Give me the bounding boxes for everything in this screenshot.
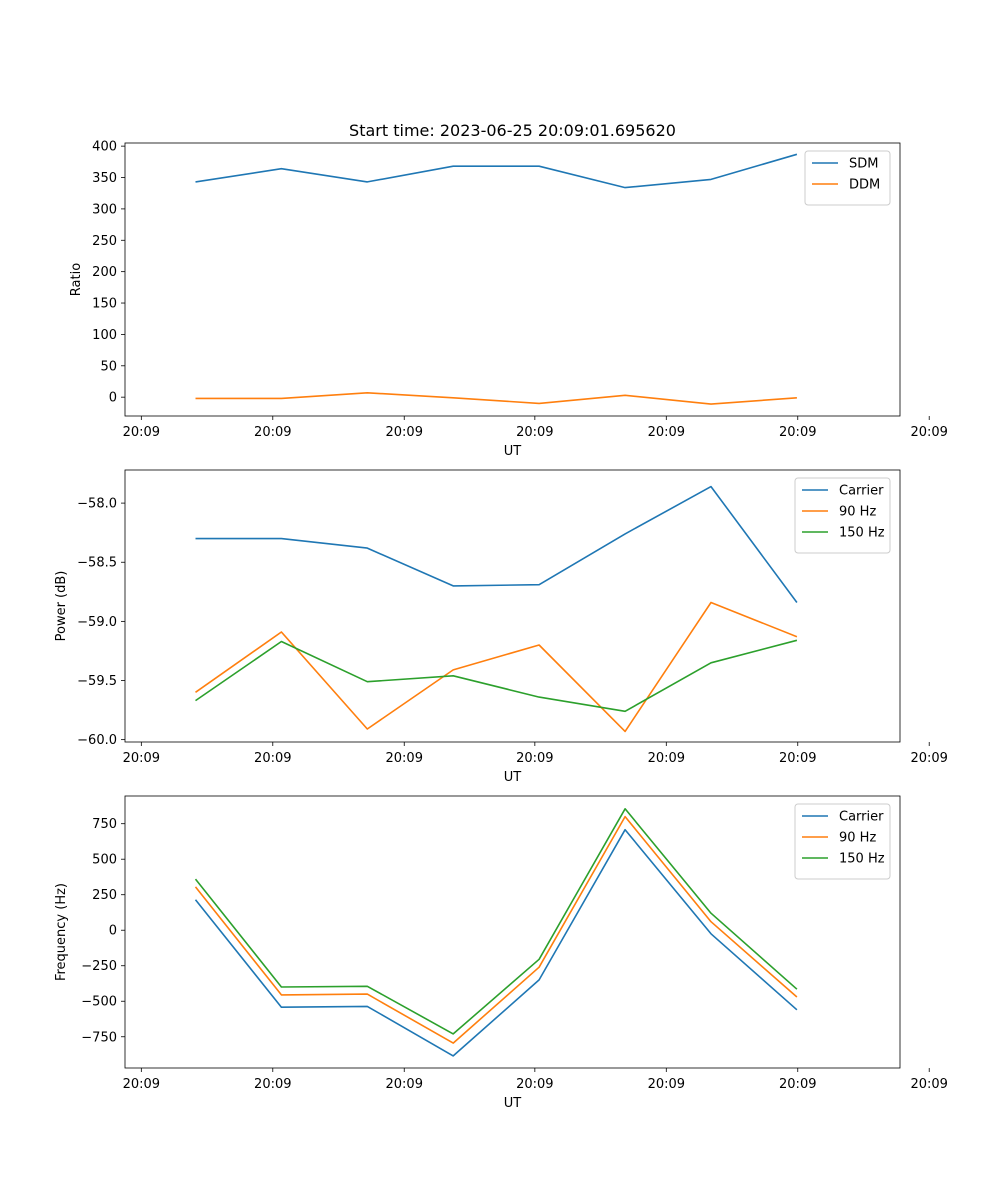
legend: SDM DDM: [804, 150, 891, 206]
x-tick-label: 20:09: [516, 751, 553, 766]
x-tick-label: 20:09: [254, 751, 291, 766]
x-tick-label: 20:09: [123, 425, 160, 440]
y-tick-label: 0: [109, 391, 117, 406]
y-tick-label: 750: [92, 817, 117, 832]
x-tick-label: 20:09: [648, 425, 685, 440]
x-tick-label: 20:09: [386, 425, 423, 440]
x-tick-label: 20:09: [779, 751, 816, 766]
legend-box: [804, 150, 891, 206]
x-axis-label: UT: [504, 770, 522, 785]
legend-box: [794, 477, 891, 554]
chart-panel-1: Start time: 2023-06-25 20:09:01.695620 20…: [69, 121, 948, 459]
series-line-90-hz: [194, 815, 798, 1044]
y-tick-label: −500: [81, 995, 117, 1010]
legend-label: 90 Hz: [839, 505, 876, 520]
legend-label: Carrier: [839, 484, 884, 499]
x-tick-label: 20:09: [123, 751, 160, 766]
chart-panel-2: 20:09 20:09 20:09 20:09 20:09 20:09 20:09 −60.0…: [54, 469, 948, 785]
y-tick-label: −58.5: [77, 556, 117, 571]
y-tick-label: −58.0: [77, 497, 117, 512]
legend-label: 150 Hz: [839, 526, 885, 541]
series-line-150-hz: [195, 639, 798, 713]
legend-label: 150 Hz: [839, 852, 885, 867]
series-line-ddm: [195, 391, 797, 405]
y-tick-label: 0: [109, 924, 117, 939]
y-tick-label: 400: [92, 140, 117, 155]
legend-label: Carrier: [839, 810, 884, 825]
legend-label: SDM: [849, 157, 878, 172]
y-tick-label: −750: [81, 1030, 117, 1045]
series-line-carrier: [194, 828, 798, 1057]
x-tick-label: 20:09: [648, 751, 685, 766]
y-tick-label: −59.5: [77, 674, 117, 689]
series-line-sdm: [195, 153, 798, 189]
y-tick-label: −250: [81, 959, 117, 974]
y-tick-label: 500: [92, 853, 117, 868]
plot-frame: [124, 469, 901, 743]
y-tick-label: −60.0: [77, 733, 117, 748]
y-tick-label: 250: [92, 888, 117, 903]
y-axis-label: Ratio: [69, 263, 84, 296]
y-tick-label: 300: [92, 202, 117, 217]
x-tick-label: 20:09: [516, 1077, 553, 1092]
series-line-150-hz: [194, 807, 798, 1035]
y-tick-label: 200: [92, 265, 117, 280]
x-tick-label: 20:09: [779, 425, 816, 440]
x-tick-label: 20:09: [648, 1077, 685, 1092]
x-tick-label: 20:09: [910, 425, 947, 440]
y-tick-label: 350: [92, 171, 117, 186]
y-tick-label: 150: [92, 297, 117, 312]
x-tick-label: 20:09: [910, 1077, 947, 1092]
legend-box: [794, 803, 891, 880]
x-tick-label: 20:09: [254, 425, 291, 440]
series-line-carrier: [195, 485, 798, 603]
x-tick-label: 20:09: [779, 1077, 816, 1092]
y-tick-label: 250: [92, 234, 117, 249]
x-tick-label: 20:09: [254, 1077, 291, 1092]
x-tick-label: 20:09: [910, 751, 947, 766]
x-axis-label: UT: [504, 1096, 522, 1111]
legend-label: DDM: [849, 178, 880, 193]
y-tick-label: 100: [92, 328, 117, 343]
x-tick-label: 20:09: [386, 751, 423, 766]
legend: Carrier 90 Hz 150 Hz: [794, 477, 891, 554]
y-tick-label: 50: [100, 359, 117, 374]
chart-panel-3: 20:09 20:09 20:09 20:09 20:09 20:09 20:09 −750 −…: [54, 795, 948, 1111]
y-axis-label: Frequency (Hz): [54, 883, 69, 981]
x-axis-label: UT: [504, 444, 522, 459]
chart-title: Start time: 2023-06-25 20:09:01.695620: [349, 121, 676, 140]
x-tick-label: 20:09: [516, 425, 553, 440]
x-tick-label: 20:09: [123, 1077, 160, 1092]
legend: Carrier 90 Hz 150 Hz: [794, 803, 891, 880]
plot-frame: [124, 142, 901, 417]
x-tick-label: 20:09: [386, 1077, 423, 1092]
plot-frame: [124, 795, 901, 1069]
y-axis-label: Power (dB): [54, 571, 69, 642]
y-tick-label: −59.0: [77, 615, 117, 630]
series-line-90-hz: [195, 601, 798, 733]
legend-label: 90 Hz: [839, 831, 876, 846]
